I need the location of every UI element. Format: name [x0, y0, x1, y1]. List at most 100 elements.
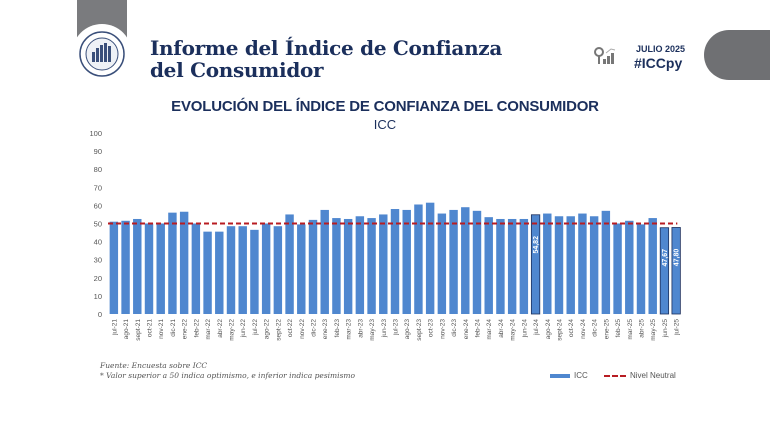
chart-title: EVOLUCIÓN DEL ÍNDICE DE CONFIANZA DEL CO… — [171, 98, 599, 115]
bar-oct-22 — [285, 214, 294, 314]
x-tick-label: oct-24 — [568, 319, 575, 337]
bar-nov-22 — [297, 224, 306, 314]
bar-oct-24 — [566, 216, 575, 314]
y-tick-label: 100 — [89, 129, 102, 138]
x-tick-label: sept-22 — [275, 319, 282, 341]
bar-dic-24 — [589, 216, 599, 314]
x-tick-label: ene-22 — [182, 319, 189, 340]
bar-ago-23 — [402, 209, 411, 314]
x-tick-label: oct-21 — [147, 319, 154, 337]
x-tick-label: ene-23 — [322, 319, 329, 340]
bar-chart-icon — [594, 47, 616, 64]
x-tick-label: abr-22 — [217, 319, 224, 338]
bar-sept-21 — [133, 218, 142, 314]
bar-nov-24 — [578, 213, 587, 314]
interpretation-note: * Valor superior a 50 indica optimismo, … — [100, 371, 356, 380]
y-tick-label: 90 — [94, 147, 102, 156]
x-tick-label: ago-24 — [545, 319, 552, 340]
x-tick-label: feb-24 — [475, 319, 482, 338]
x-tick-label: dic-21 — [170, 319, 177, 337]
y-tick-label: 40 — [94, 238, 102, 247]
x-tick-label: ago-23 — [404, 319, 411, 340]
x-tick-label: may-25 — [650, 319, 657, 341]
report-title-line1: Informe del Índice de Confianza — [150, 36, 503, 60]
x-tick-label: dic-23 — [451, 319, 458, 337]
bar-ago-24 — [543, 213, 552, 314]
bar-dic-23 — [449, 209, 458, 314]
x-tick-label: jul-23 — [393, 319, 400, 336]
x-tick-label: nov-23 — [439, 319, 446, 339]
bar-feb-24 — [472, 210, 482, 314]
bar-sept-22 — [273, 226, 283, 314]
y-tick-label: 10 — [94, 292, 102, 301]
report-period: JULIO 2025 — [636, 44, 686, 54]
bar-may-25 — [648, 218, 657, 314]
bar-jun-22 — [238, 226, 247, 314]
x-tick-label: sept-23 — [416, 319, 423, 341]
bar-dic-22 — [308, 219, 318, 314]
y-tick-label: 80 — [94, 165, 102, 174]
bar-jul-24 — [530, 214, 541, 315]
y-tick-label: 50 — [94, 220, 102, 229]
bar-ago-21 — [121, 220, 130, 314]
bar-jul-25 — [671, 227, 681, 315]
bar-ene-22 — [179, 211, 189, 314]
x-tick-label: nov-24 — [580, 319, 587, 339]
data-label-jul-24: 54,82 — [533, 236, 540, 254]
x-tick-label: sept-24 — [557, 319, 564, 341]
x-tick-label: feb-22 — [193, 319, 200, 338]
data-label-jul-25: 47,80 — [674, 249, 681, 267]
legend-swatch-neutral — [604, 374, 626, 377]
y-axis: 0 10 20 30 40 50 60 70 80 90 100 — [89, 129, 102, 319]
report-title-line2: del Consumidor — [150, 58, 324, 82]
source-note: Fuente: Encuesta sobre ICC — [100, 361, 208, 370]
bar-ene-25 — [601, 210, 611, 314]
y-tick-label: 70 — [94, 183, 102, 192]
bar-feb-22 — [191, 223, 201, 314]
x-tick-label: mar-25 — [627, 319, 634, 340]
x-tick-label: dic-22 — [311, 319, 318, 337]
x-tick-label: abr-23 — [357, 319, 364, 338]
x-tick-label: may-24 — [510, 319, 517, 341]
data-label-jun-25: 47,67 — [662, 249, 669, 267]
bar-jul-21 — [109, 221, 119, 314]
x-tick-label: may-22 — [229, 319, 236, 341]
x-tick-label: nov-22 — [299, 319, 306, 339]
bar-mar-23 — [343, 218, 353, 314]
x-tick-label: abr-24 — [498, 319, 505, 338]
data-labels: 54,82 47,67 47,80 — [533, 236, 681, 267]
bar-feb-25 — [613, 223, 622, 314]
y-tick-label: 60 — [94, 201, 102, 210]
bar-ago-22 — [261, 223, 271, 314]
bar-jul-22 — [250, 229, 259, 314]
y-tick-label: 0 — [98, 310, 102, 319]
legend-item-icc: ICC — [550, 371, 588, 380]
bar-mar-22 — [203, 231, 212, 314]
bar-oct-23 — [425, 202, 435, 314]
x-tick-label: jun-23 — [381, 319, 388, 338]
x-tick-label: mar-22 — [205, 319, 212, 340]
y-tick-label: 20 — [94, 274, 102, 283]
x-tick-label: feb-23 — [334, 319, 341, 338]
x-tick-label: nov-21 — [158, 319, 165, 339]
bar-oct-21 — [144, 223, 154, 314]
bar-abr-25 — [636, 224, 646, 314]
x-tick-label: jun-24 — [521, 319, 528, 338]
bar-nov-21 — [156, 223, 165, 314]
legend-item-neutral: Nivel Neutral — [604, 371, 676, 380]
x-tick-label: sept-21 — [135, 319, 142, 341]
x-tick-label: oct-23 — [428, 319, 435, 337]
x-tick-label: jun-25 — [662, 319, 669, 338]
bar-abr-24 — [496, 218, 505, 314]
report-title: Informe del Índice de Confianza del Cons… — [150, 37, 502, 81]
bar-sept-23 — [414, 204, 423, 314]
bar-mar-24 — [484, 217, 493, 314]
x-tick-label: jul-22 — [252, 319, 259, 336]
bar-jun-24 — [519, 218, 529, 314]
x-tick-label: dic-24 — [592, 319, 599, 337]
x-tick-label: jul-25 — [674, 319, 681, 336]
x-tick-label: ene-24 — [463, 319, 470, 340]
bar-may-22 — [226, 226, 236, 314]
bars — [109, 202, 681, 315]
